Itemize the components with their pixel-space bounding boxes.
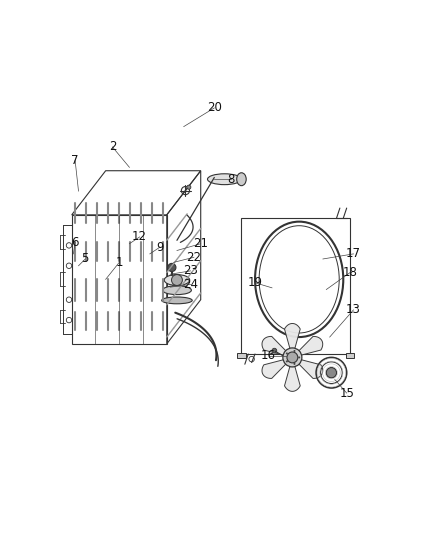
Text: 1: 1	[116, 256, 123, 269]
Circle shape	[187, 185, 191, 189]
Polygon shape	[285, 324, 300, 358]
Polygon shape	[293, 336, 323, 358]
Circle shape	[283, 348, 302, 367]
Text: 7: 7	[71, 154, 79, 167]
Circle shape	[286, 360, 288, 362]
Text: 2: 2	[109, 141, 116, 154]
Polygon shape	[237, 353, 246, 358]
Text: 8: 8	[228, 173, 235, 185]
Polygon shape	[262, 358, 293, 378]
Circle shape	[287, 352, 298, 363]
Ellipse shape	[164, 274, 190, 286]
Circle shape	[298, 357, 300, 358]
Ellipse shape	[162, 297, 192, 304]
Text: 15: 15	[339, 386, 354, 400]
Circle shape	[293, 350, 296, 352]
Circle shape	[326, 368, 336, 378]
Polygon shape	[346, 353, 354, 358]
Text: 12: 12	[132, 230, 147, 244]
Polygon shape	[285, 358, 300, 391]
Circle shape	[172, 274, 182, 286]
Text: 13: 13	[346, 303, 361, 317]
Text: 22: 22	[187, 251, 201, 264]
Text: 6: 6	[71, 236, 79, 248]
Polygon shape	[262, 336, 293, 358]
Circle shape	[175, 284, 179, 287]
Text: 20: 20	[207, 101, 222, 115]
Text: 9: 9	[156, 240, 164, 254]
Ellipse shape	[162, 286, 191, 295]
Ellipse shape	[237, 173, 246, 185]
Text: 21: 21	[193, 237, 208, 250]
Text: 18: 18	[343, 266, 357, 279]
Text: 24: 24	[183, 278, 198, 291]
Circle shape	[286, 352, 288, 354]
Text: 17: 17	[346, 247, 361, 261]
Text: 5: 5	[81, 253, 89, 265]
Text: 19: 19	[247, 276, 262, 289]
Text: 23: 23	[183, 264, 198, 277]
Text: 16: 16	[261, 349, 276, 362]
Circle shape	[168, 263, 176, 271]
Circle shape	[293, 363, 296, 365]
Circle shape	[272, 348, 277, 353]
Ellipse shape	[208, 174, 241, 184]
Polygon shape	[293, 358, 323, 378]
